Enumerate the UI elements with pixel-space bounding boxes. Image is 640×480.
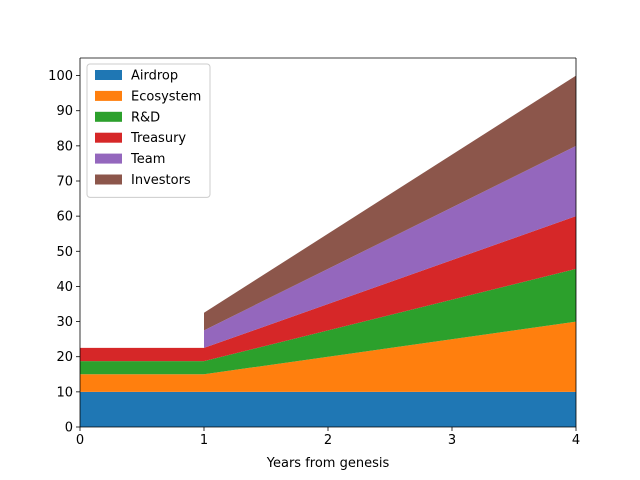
y-tick-label: 0 xyxy=(65,421,73,436)
y-tick-label: 20 xyxy=(56,350,73,365)
legend-swatch-airdrop xyxy=(95,70,122,80)
x-tick-label: 4 xyxy=(572,433,580,448)
y-tick-label: 80 xyxy=(56,139,73,154)
legend-swatch-r-d xyxy=(95,111,122,122)
y-tick-label: 30 xyxy=(56,315,73,330)
legend-label-team: Team xyxy=(130,152,165,167)
x-tick-label: 0 xyxy=(76,433,84,448)
y-tick-label: 100 xyxy=(48,69,73,84)
y-tick-label: 40 xyxy=(56,280,73,295)
x-tick-label: 2 xyxy=(324,433,332,448)
y-tick-label: 60 xyxy=(56,210,73,225)
area-r-d xyxy=(80,268,576,375)
legend-label-ecosystem: Ecosystem xyxy=(131,89,201,104)
area-treasury xyxy=(80,216,576,362)
legend-swatch-team xyxy=(95,153,122,164)
area-layer xyxy=(80,75,576,427)
area-team xyxy=(204,145,576,348)
legend-swatch-ecosystem xyxy=(95,90,122,101)
x-axis-label: Years from genesis xyxy=(266,456,390,471)
legend-label-r-d: R&D xyxy=(131,110,160,125)
y-tick-label: 70 xyxy=(56,175,73,190)
y-tick-label: 10 xyxy=(56,385,73,400)
area-ecosystem xyxy=(80,321,576,392)
legend-label-airdrop: Airdrop xyxy=(131,69,178,84)
x-tick-label: 1 xyxy=(200,433,208,448)
area-airdrop xyxy=(80,391,576,427)
legend-swatch-investors xyxy=(95,174,122,185)
legend-label-treasury: Treasury xyxy=(130,131,186,146)
x-tick-label: 3 xyxy=(448,433,456,448)
legend: Airdrop Ecosystem R&D Treasury Team Investors xyxy=(86,63,211,198)
y-tick-label: 90 xyxy=(56,104,73,119)
legend-swatch-treasury xyxy=(95,132,122,143)
area-investors xyxy=(204,75,576,331)
y-tick-label: 50 xyxy=(56,245,73,260)
legend-label-investors: Investors xyxy=(131,173,191,188)
